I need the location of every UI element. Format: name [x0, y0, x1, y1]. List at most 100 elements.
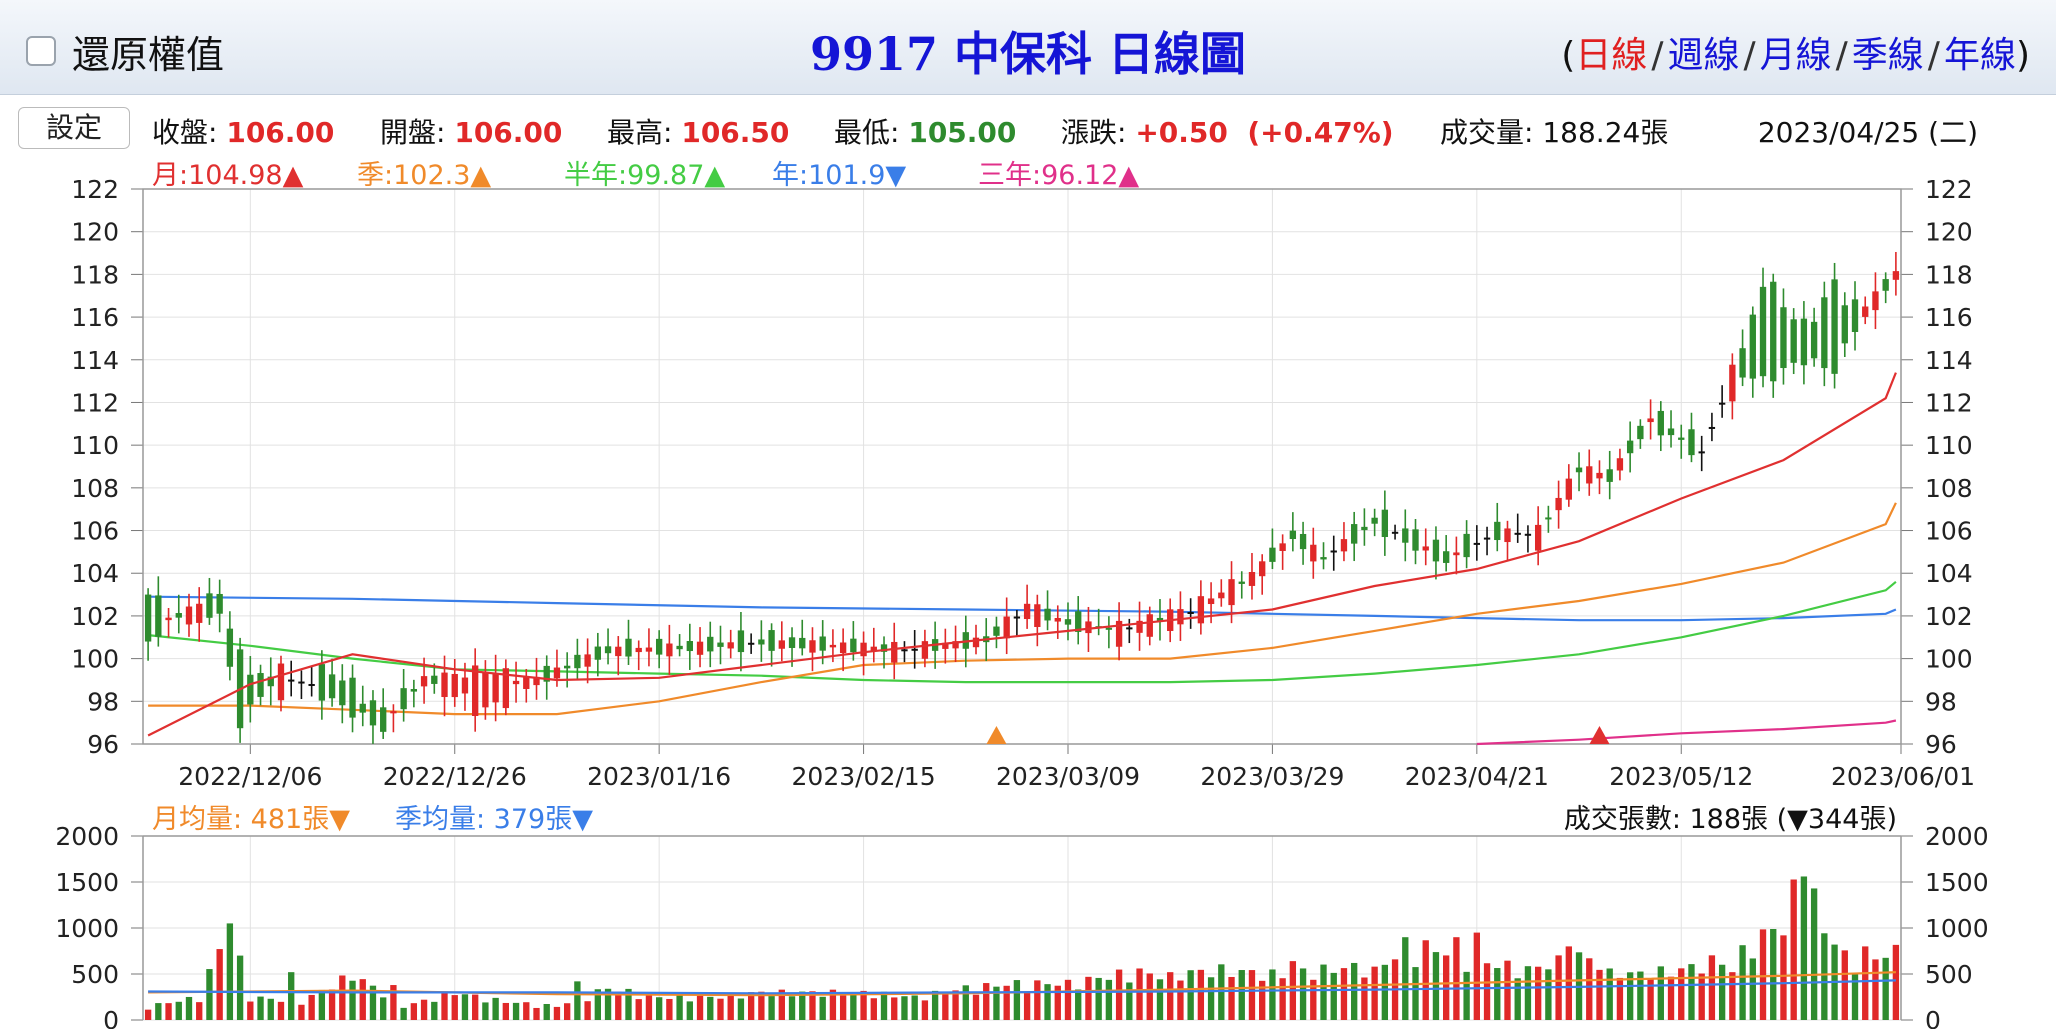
volume-bar: [747, 992, 755, 1020]
volume-bar: [1248, 970, 1256, 1020]
high-value: 106.50: [681, 116, 790, 149]
candle-body: [1197, 596, 1205, 624]
candle-body: [655, 638, 663, 655]
candle-body: [1586, 466, 1593, 484]
volume-bar: [298, 1004, 305, 1020]
candle-body: [666, 643, 673, 657]
volume-tick-label-left: 500: [71, 960, 119, 989]
quote-change: 漲跌: +0.50 (+0.47%): [1061, 111, 1394, 151]
candle-body: [400, 688, 407, 710]
volume-bar: [390, 985, 397, 1020]
price-tick-label-right: 120: [1925, 218, 1973, 247]
candle-body: [747, 642, 755, 645]
period-separator: /: [1651, 35, 1664, 76]
volume-bar: [604, 988, 612, 1020]
signal-marker: [1589, 726, 1610, 744]
volume-bar: [328, 989, 336, 1020]
volume-bar: [829, 989, 837, 1020]
volume-bar: [482, 1002, 489, 1020]
volume-bar: [1187, 970, 1194, 1020]
volume-bar: [1810, 888, 1818, 1020]
ma-year-label: 年:101.9▼: [772, 160, 907, 191]
volume-bar: [492, 997, 499, 1020]
volume-bar: [1647, 979, 1654, 1020]
volume-bar: [1821, 933, 1828, 1020]
volume-bar: [1279, 978, 1286, 1020]
adjust-checkbox[interactable]: [26, 36, 56, 66]
ma-month-label: 月:104.98▲: [152, 160, 304, 191]
candle-body: [1759, 286, 1767, 377]
candle-body: [1085, 621, 1092, 634]
volume-bar: [226, 923, 234, 1020]
volume-bar: [1432, 952, 1440, 1020]
volume-tick-label-left: 0: [103, 1006, 119, 1029]
candle-body: [1340, 539, 1348, 552]
price-tick-label-left: 110: [71, 431, 119, 460]
settings-button[interactable]: 設定: [18, 107, 130, 149]
volume-bar: [155, 1003, 162, 1020]
volume-bar: [1238, 970, 1245, 1020]
low-label: 最低:: [834, 116, 900, 149]
period-link[interactable]: 月線: [1759, 35, 1832, 76]
candle-body: [1218, 592, 1225, 599]
candle-body: [553, 667, 561, 679]
candle-body: [185, 606, 193, 625]
candle-body: [420, 676, 428, 687]
ma-year-line: [148, 595, 1897, 622]
period-link[interactable]: 年線: [1943, 35, 2016, 76]
close-label: 收盤:: [152, 116, 218, 149]
candle-body: [288, 679, 295, 682]
period-open-paren: (: [1561, 35, 1576, 76]
volume-bar: [1749, 958, 1756, 1020]
candle-body: [625, 638, 632, 657]
volume-bar: [1320, 964, 1327, 1020]
title-bar: 還原權值 9917 中保科 日線圖 (日線 / 週線 / 月線 / 季線 / 年線): [0, 0, 2056, 95]
period-close-paren: ): [2015, 35, 2030, 76]
price-tick-label-right: 110: [1925, 431, 1973, 460]
volume-bar: [236, 955, 244, 1020]
volume-bar: [1780, 935, 1787, 1020]
candle-body: [594, 646, 601, 660]
candle-body: [778, 640, 785, 649]
candle-body: [1463, 533, 1470, 558]
volume-bar: [308, 994, 315, 1020]
volume-bar: [1136, 968, 1143, 1020]
candle-body: [921, 641, 929, 659]
volume-bar: [165, 1003, 172, 1020]
volume-bar: [1054, 985, 1061, 1020]
price-tick-label-left: 98: [87, 687, 119, 716]
volume-bar: [778, 989, 785, 1020]
candle-body: [1330, 550, 1337, 553]
x-tick-label: 2023/06/01: [1831, 762, 1975, 791]
volume-bar: [1841, 950, 1848, 1020]
volume-bar: [737, 998, 745, 1020]
quote-volume: 成交量: 188.24張: [1440, 111, 1668, 151]
price-tick-label-right: 118: [1925, 260, 1973, 289]
period-link[interactable]: 季線: [1851, 35, 1924, 76]
candle-body: [339, 680, 346, 706]
volume-bar: [686, 1001, 693, 1020]
period-link[interactable]: 週線: [1667, 35, 1740, 76]
volume-bar: [1463, 971, 1470, 1020]
x-tick-label: 2023/02/15: [792, 762, 936, 791]
candle-body: [758, 639, 765, 645]
volume-bar: [1718, 964, 1726, 1020]
candle-body: [707, 636, 714, 652]
volume-bar: [1095, 977, 1102, 1020]
candle-body: [349, 677, 356, 718]
volume-tick-label-right: 500: [1925, 960, 1973, 989]
low-value: 105.00: [908, 116, 1017, 149]
candle-body: [308, 683, 315, 686]
candle-body: [216, 593, 223, 614]
volume-bar: [983, 983, 990, 1020]
volume-bar: [1698, 973, 1705, 1020]
volume-bar: [216, 949, 223, 1020]
period-link[interactable]: 日線: [1575, 35, 1648, 76]
volume-bar: [1330, 972, 1337, 1020]
price-tick-label-left: 120: [71, 218, 119, 247]
volume-bar: [1759, 929, 1767, 1020]
candle-body: [1351, 524, 1358, 544]
candle-body: [1514, 532, 1521, 535]
price-tick-label-left: 108: [71, 474, 119, 503]
volume-bar: [768, 996, 775, 1020]
